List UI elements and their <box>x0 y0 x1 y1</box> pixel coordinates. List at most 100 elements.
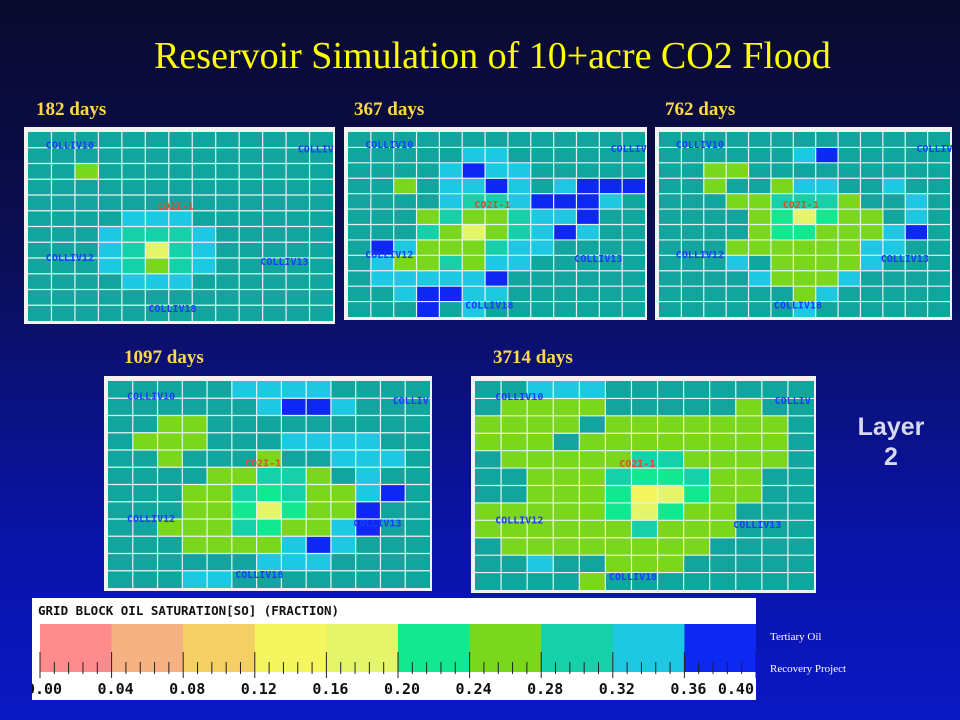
saturation-cell <box>416 301 440 317</box>
saturation-cell <box>281 501 307 519</box>
saturation-cell <box>631 433 658 451</box>
saturation-cell <box>145 242 169 258</box>
saturation-cell <box>306 501 331 519</box>
grid-lines <box>28 132 333 321</box>
saturation-cell <box>145 210 169 227</box>
saturation-cell <box>192 226 216 243</box>
saturation-cell <box>475 433 502 451</box>
saturation-cell <box>527 381 554 399</box>
saturation-cell <box>182 519 208 537</box>
saturation-cell <box>631 485 658 503</box>
legend-swatch <box>326 624 399 672</box>
credit-line1: Tertiary Oil <box>770 631 822 643</box>
saturation-cell <box>281 381 307 399</box>
saturation-cell <box>579 468 606 486</box>
saturation-cell <box>530 209 554 225</box>
saturation-cell <box>709 520 736 538</box>
saturation-cell <box>330 450 356 468</box>
saturation-cell <box>281 432 307 450</box>
saturation-cell <box>462 224 486 240</box>
saturation-cell <box>815 286 839 302</box>
saturation-cell <box>439 286 463 302</box>
well-label: COLLIV18 <box>465 300 513 311</box>
saturation-cell <box>306 484 331 502</box>
saturation-cell <box>501 520 528 538</box>
saturation-cell <box>553 193 577 210</box>
saturation-cell <box>735 450 762 469</box>
legend-swatch <box>111 624 184 672</box>
saturation-cell <box>748 239 771 256</box>
saturation-cell <box>553 520 580 538</box>
well-label: COLLIV18 <box>774 300 822 311</box>
saturation-cell <box>683 433 710 451</box>
saturation-cell <box>657 537 684 556</box>
legend-tick-label: 0.28 <box>527 680 563 698</box>
well-label: COLLIV10 <box>46 141 94 152</box>
layer-label-line1: Layer <box>857 413 925 441</box>
saturation-cell <box>380 450 406 468</box>
saturation-cell <box>507 209 531 225</box>
saturation-cell <box>501 502 528 521</box>
saturation-cell <box>182 536 208 554</box>
grid-lines <box>475 381 814 590</box>
saturation-cell <box>462 286 486 302</box>
saturation-cell <box>393 239 417 256</box>
saturation-cell <box>838 239 861 256</box>
injector-well-label: CO2I-1 <box>474 200 510 211</box>
saturation-cell <box>462 209 486 225</box>
saturation-cell <box>553 224 577 240</box>
saturation-cell <box>330 501 356 519</box>
saturation-cell <box>709 415 736 434</box>
saturation-cell <box>355 450 381 468</box>
saturation-cell <box>793 224 816 240</box>
well-label: COLLIV12 <box>365 250 413 261</box>
injector-well-label: CO2I-1 <box>158 202 194 213</box>
saturation-cell <box>683 415 710 434</box>
saturation-cell <box>770 193 794 210</box>
saturation-cell <box>838 224 861 240</box>
credit-line2: Recovery Project <box>770 663 847 675</box>
saturation-cell <box>793 301 816 317</box>
saturation-cell <box>98 242 122 258</box>
saturation-cell <box>527 415 554 434</box>
saturation-cell <box>770 178 794 194</box>
saturation-cell <box>882 224 906 240</box>
saturation-cell <box>393 178 417 194</box>
saturation-cell <box>579 537 606 556</box>
saturation-cell <box>485 193 508 210</box>
saturation-cell <box>182 415 208 433</box>
saturation-cell <box>553 502 580 521</box>
saturation-cell <box>882 178 906 194</box>
saturation-cell <box>605 485 632 503</box>
saturation-cell <box>657 450 684 469</box>
saturation-cell <box>507 193 531 210</box>
panel-caption-367-days: 367 days <box>354 99 425 120</box>
well-label: COLLIV13 <box>733 520 781 531</box>
well-label: COLLIV13 <box>260 257 308 268</box>
saturation-cell <box>553 381 580 399</box>
legend-tick-label: 0.08 <box>169 680 205 698</box>
saturation-cell <box>657 502 684 521</box>
well-label: COLLIV <box>611 144 647 155</box>
saturation-cell <box>657 415 684 434</box>
saturation-cell <box>657 433 684 451</box>
well-label: COLLIV13 <box>574 254 622 265</box>
legend-swatch <box>183 624 256 672</box>
legend-swatch <box>684 624 757 672</box>
layer-label-line2: 2 <box>884 443 898 471</box>
saturation-cell <box>207 484 232 502</box>
legend-tick-label: 0.16 <box>312 680 348 698</box>
saturation-cell <box>703 178 727 194</box>
saturation-cell <box>416 209 440 225</box>
saturation-cell <box>168 226 193 243</box>
saturation-cell <box>231 381 257 399</box>
panel-caption-762-days: 762 days <box>665 99 736 120</box>
saturation-cell <box>631 468 658 486</box>
saturation-cell <box>527 502 554 521</box>
saturation-cell <box>735 485 762 503</box>
saturation-cell <box>527 485 554 503</box>
saturation-cell <box>683 520 710 538</box>
legend-tick-label: 0.20 <box>384 680 420 698</box>
saturation-cell <box>631 537 658 556</box>
